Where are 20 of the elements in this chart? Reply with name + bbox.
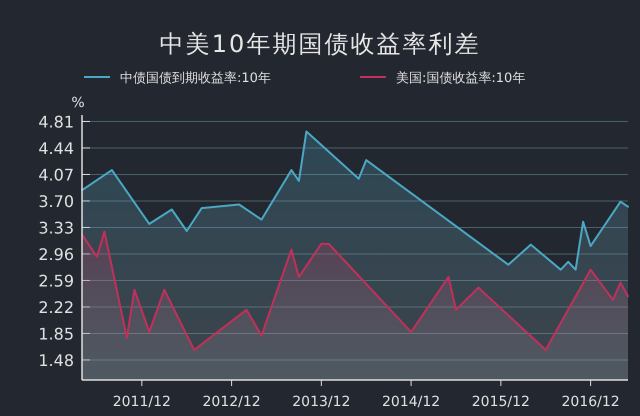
legend-label: 中债国债到期收益率:10年 xyxy=(120,70,271,86)
x-tick-label: 2016/12 xyxy=(562,394,620,410)
x-tick-label: 2015/12 xyxy=(472,394,530,410)
y-tick-label: 1.48 xyxy=(38,350,74,370)
x-tick-label: 2012/12 xyxy=(202,394,261,410)
y-tick-label: 4.44 xyxy=(38,138,74,158)
x-tick-label: 2014/12 xyxy=(382,394,440,410)
y-tick-label: 2.22 xyxy=(38,298,74,317)
y-tick-label: 2.96 xyxy=(38,244,74,264)
legend-label: 美国:国债收益率:10年 xyxy=(396,70,526,86)
y-tick-label: 3.33 xyxy=(38,218,74,238)
y-tick-label: 2.59 xyxy=(38,271,74,290)
y-axis-title: % xyxy=(71,95,85,111)
y-tick-label: 1.85 xyxy=(38,324,74,344)
y-tick-label: 4.81 xyxy=(38,112,74,132)
chart-title: 中美10年期国债收益率利差 xyxy=(160,30,480,58)
y-tick-label: 3.70 xyxy=(38,192,74,211)
x-tick-label: 2011/12 xyxy=(112,394,171,410)
y-tick-label: 4.07 xyxy=(38,165,74,184)
x-tick-label: 2013/12 xyxy=(292,394,350,410)
